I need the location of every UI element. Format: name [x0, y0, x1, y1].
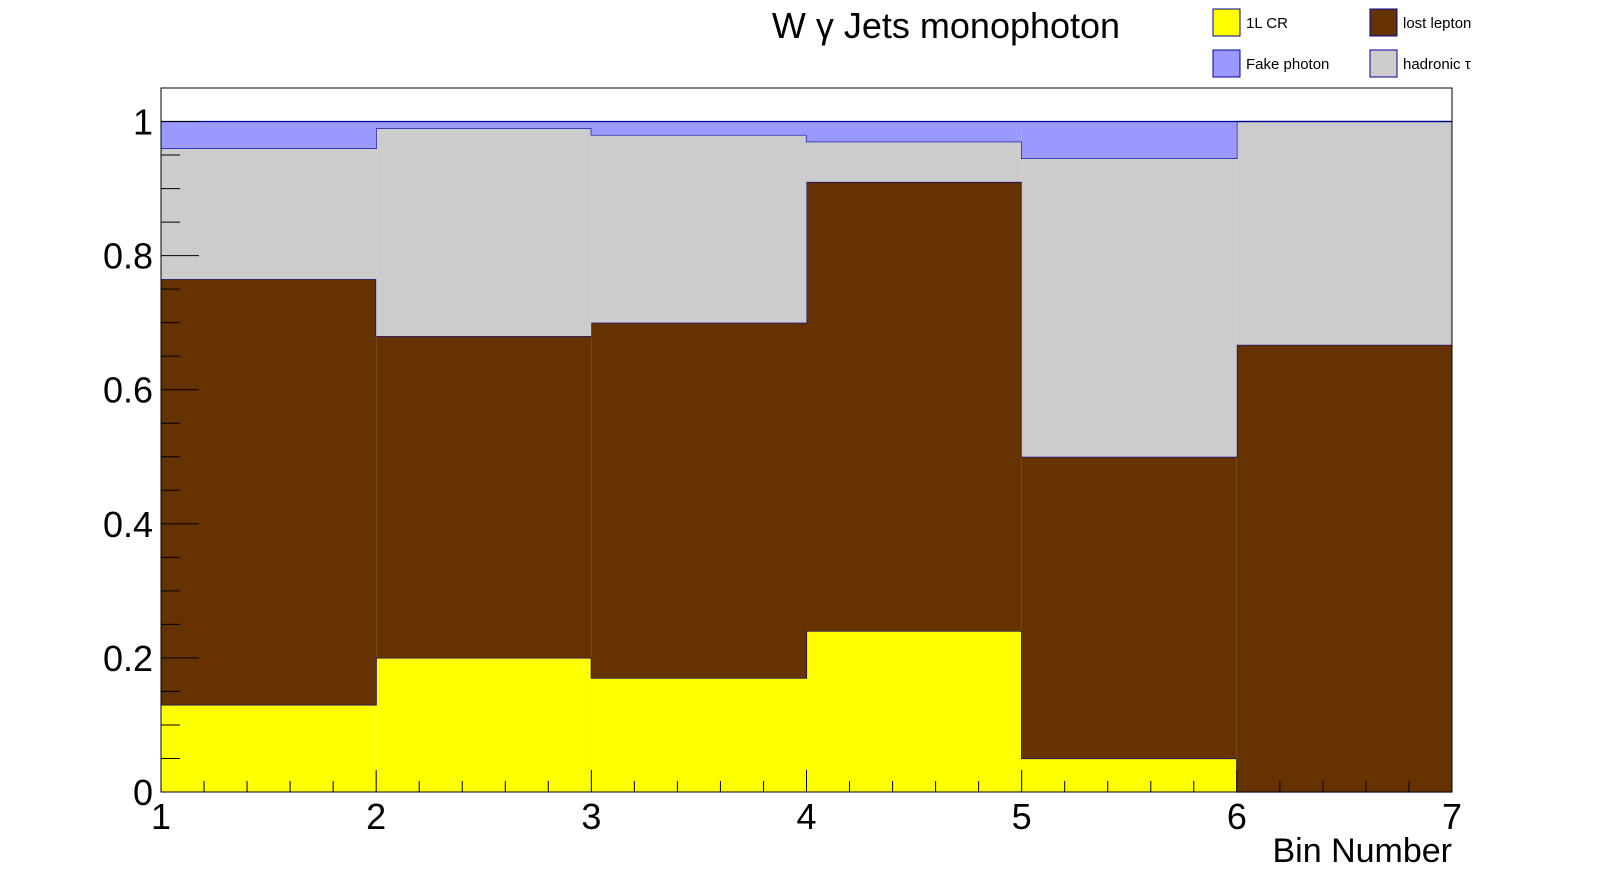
chart-title: W γ Jets monophoton	[772, 5, 1120, 46]
bar-fake-photon-bin-3	[591, 121, 807, 135]
bar-fake-photon-bin-5	[1021, 121, 1237, 159]
bar-fake-photon-bin-2	[376, 121, 592, 129]
y-tick-label: 0.6	[103, 370, 153, 411]
legend-swatch	[1369, 49, 1398, 78]
bar-lost-lepton-bin-3	[591, 322, 807, 679]
x-tick-label: 3	[581, 796, 601, 837]
bar-fake-photon-bin-1	[161, 121, 377, 149]
x-tick-label: 6	[1227, 796, 1247, 837]
bar-lost-lepton-bin-6	[1236, 344, 1452, 792]
x-tick-label: 2	[366, 796, 386, 837]
legend-label: lost lepton	[1403, 15, 1471, 32]
x-tick-label: 1	[151, 796, 171, 837]
bar-hadronic--bin-3	[591, 134, 807, 323]
bar-1l-cr-bin-1	[161, 704, 377, 792]
x-tick-label: 5	[1012, 796, 1032, 837]
y-tick-label: 0.2	[103, 638, 153, 679]
x-tick-label: 4	[796, 796, 816, 837]
x-tick-label: 7	[1442, 796, 1462, 837]
bar-hadronic--bin-5	[1021, 158, 1237, 457]
bar-fake-photon-bin-4	[806, 121, 1022, 142]
bar-1l-cr-bin-2	[376, 657, 592, 792]
bar-lost-lepton-bin-5	[1021, 456, 1237, 759]
bar-hadronic--bin-4	[806, 141, 1022, 182]
bar-hadronic--bin-2	[376, 128, 592, 337]
legend-label: 1L CR	[1246, 15, 1288, 32]
bars-layer	[161, 120, 1452, 793]
y-tick-label: 0.8	[103, 236, 153, 277]
y-tick-label: 1	[133, 102, 153, 143]
x-axis-label: Bin Number	[1272, 832, 1452, 870]
y-tick-label: 0	[133, 772, 153, 813]
bar-1l-cr-bin-3	[591, 678, 807, 792]
legend-swatch	[1369, 8, 1398, 37]
bar-lost-lepton-bin-4	[806, 181, 1022, 632]
bar-lost-lepton-bin-2	[376, 336, 592, 658]
legend-label: hadronic τ	[1403, 56, 1471, 73]
y-tick-label: 0.4	[103, 504, 153, 545]
axes-layer: 0 0.2 0.4 0.6 0.8 1 1 2 3 4 5 6 7	[103, 102, 1462, 837]
bar-1l-cr-bin-5	[1021, 758, 1237, 792]
legend: 1L CR lost lepton Fake photon hadronic τ	[1212, 8, 1471, 78]
bar-1l-cr-bin-4	[806, 631, 1022, 792]
bar-hadronic--bin-1	[161, 148, 377, 280]
bar-hadronic--bin-6	[1236, 121, 1452, 345]
legend-swatch	[1212, 49, 1241, 78]
legend-label: Fake photon	[1246, 56, 1329, 73]
legend-swatch	[1212, 8, 1241, 37]
bar-lost-lepton-bin-1	[161, 279, 377, 705]
